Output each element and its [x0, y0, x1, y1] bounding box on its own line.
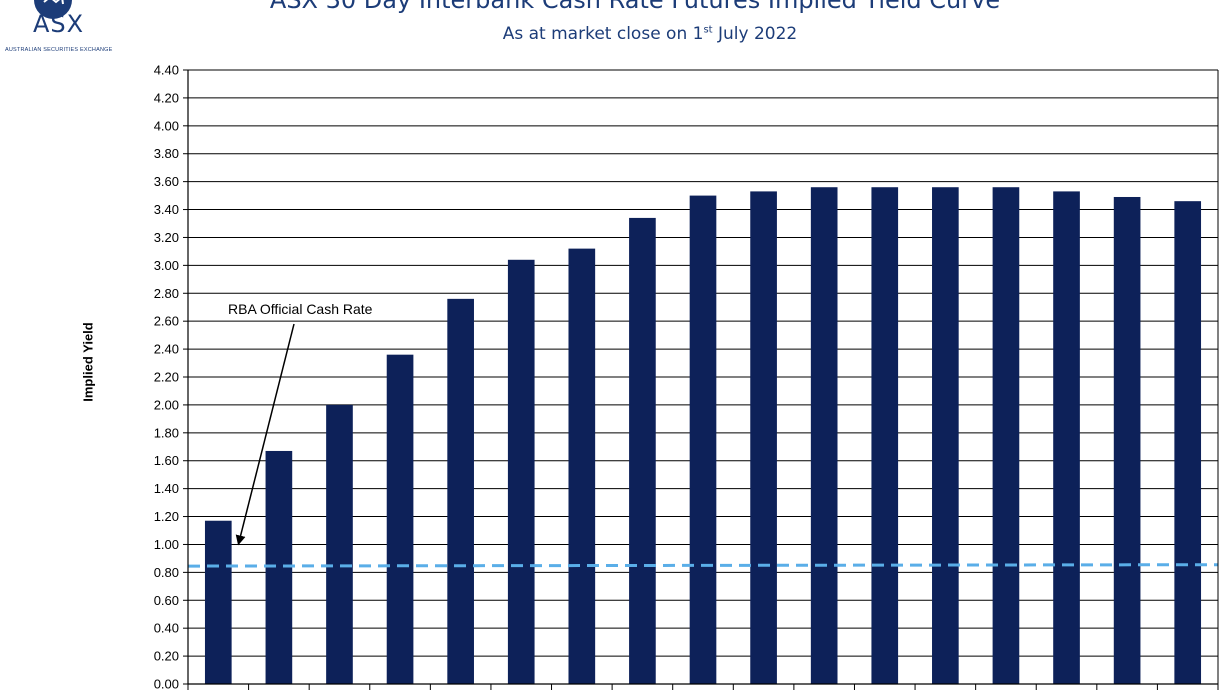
- bar: [1053, 191, 1080, 684]
- bar: [326, 404, 353, 684]
- y-tick-label: 1.00: [154, 537, 179, 552]
- y-tick-label: 4.40: [154, 63, 179, 78]
- bar: [204, 520, 232, 684]
- subtitle-suffix: July 2022: [712, 24, 798, 44]
- y-tick-label: 0.80: [154, 565, 179, 580]
- y-tick-label: 4.00: [154, 118, 179, 133]
- reference-line-layer: [187, 563, 1219, 568]
- y-tick-label: 0.20: [154, 649, 179, 664]
- chart-title: ASX 30 Day Interbank Cash Rate Futures I…: [269, 0, 1001, 14]
- y-tick-label: 2.80: [154, 286, 179, 301]
- annotation-layer: RBA Official Cash Rate: [228, 301, 373, 546]
- y-tick-label: 3.20: [154, 230, 179, 245]
- bar: [810, 187, 838, 684]
- y-tick-label: 3.60: [154, 174, 179, 189]
- bar: [386, 354, 414, 684]
- bar: [1113, 196, 1141, 684]
- y-tick-label: 1.20: [154, 509, 179, 524]
- bar: [871, 187, 899, 684]
- rba-cash-rate-line: [187, 563, 1219, 568]
- bar: [629, 217, 656, 684]
- y-tick-label: 1.40: [154, 481, 179, 496]
- subtitle-prefix: As at market close on 1: [502, 24, 704, 44]
- subtitle-ordinal: st: [703, 24, 713, 36]
- annotation-arrow: [235, 323, 295, 546]
- y-tick-label: 0.60: [154, 593, 179, 608]
- chart-subtitle: As at market close on 1st July 2022: [350, 24, 950, 44]
- y-tick-label: 2.00: [154, 397, 179, 412]
- y-tick-label: 3.00: [154, 258, 179, 273]
- bar: [750, 191, 777, 684]
- asx-logo: ASX AUSTRALIAN SECURITIES EXCHANGE: [0, 0, 130, 60]
- y-tick-label: 2.40: [154, 342, 179, 357]
- bar: [265, 450, 293, 684]
- bars: [204, 187, 1202, 685]
- y-tick-label: 2.20: [154, 370, 179, 385]
- bar: [447, 298, 474, 684]
- bar: [932, 187, 959, 684]
- bar: [507, 259, 535, 684]
- bar: [689, 195, 717, 684]
- bar: [992, 187, 1020, 684]
- y-tick-labels: 0.00 0.20 0.40 0.60 0.80 1.00 1.20 1.40 1.60 1.80…: [154, 63, 188, 690]
- y-tick-label: 1.60: [154, 453, 179, 468]
- y-tick-label: 0.40: [154, 621, 179, 636]
- asx-logo-mark-icon: [34, 0, 72, 19]
- y-tick-label: 1.80: [154, 425, 179, 440]
- y-tick-label: 3.80: [154, 146, 179, 161]
- y-tick-label: 3.40: [154, 202, 179, 217]
- y-tick-label: 4.20: [154, 90, 179, 105]
- logo-text: ASX: [33, 10, 85, 38]
- y-tick-label: 0.00: [154, 677, 179, 690]
- annotation-label: RBA Official Cash Rate: [228, 301, 373, 317]
- bar: [1174, 201, 1202, 684]
- bar: [568, 248, 596, 685]
- y-tick-label: 2.60: [154, 314, 179, 329]
- logo-subtitle: AUSTRALIAN SECURITIES EXCHANGE: [5, 47, 113, 53]
